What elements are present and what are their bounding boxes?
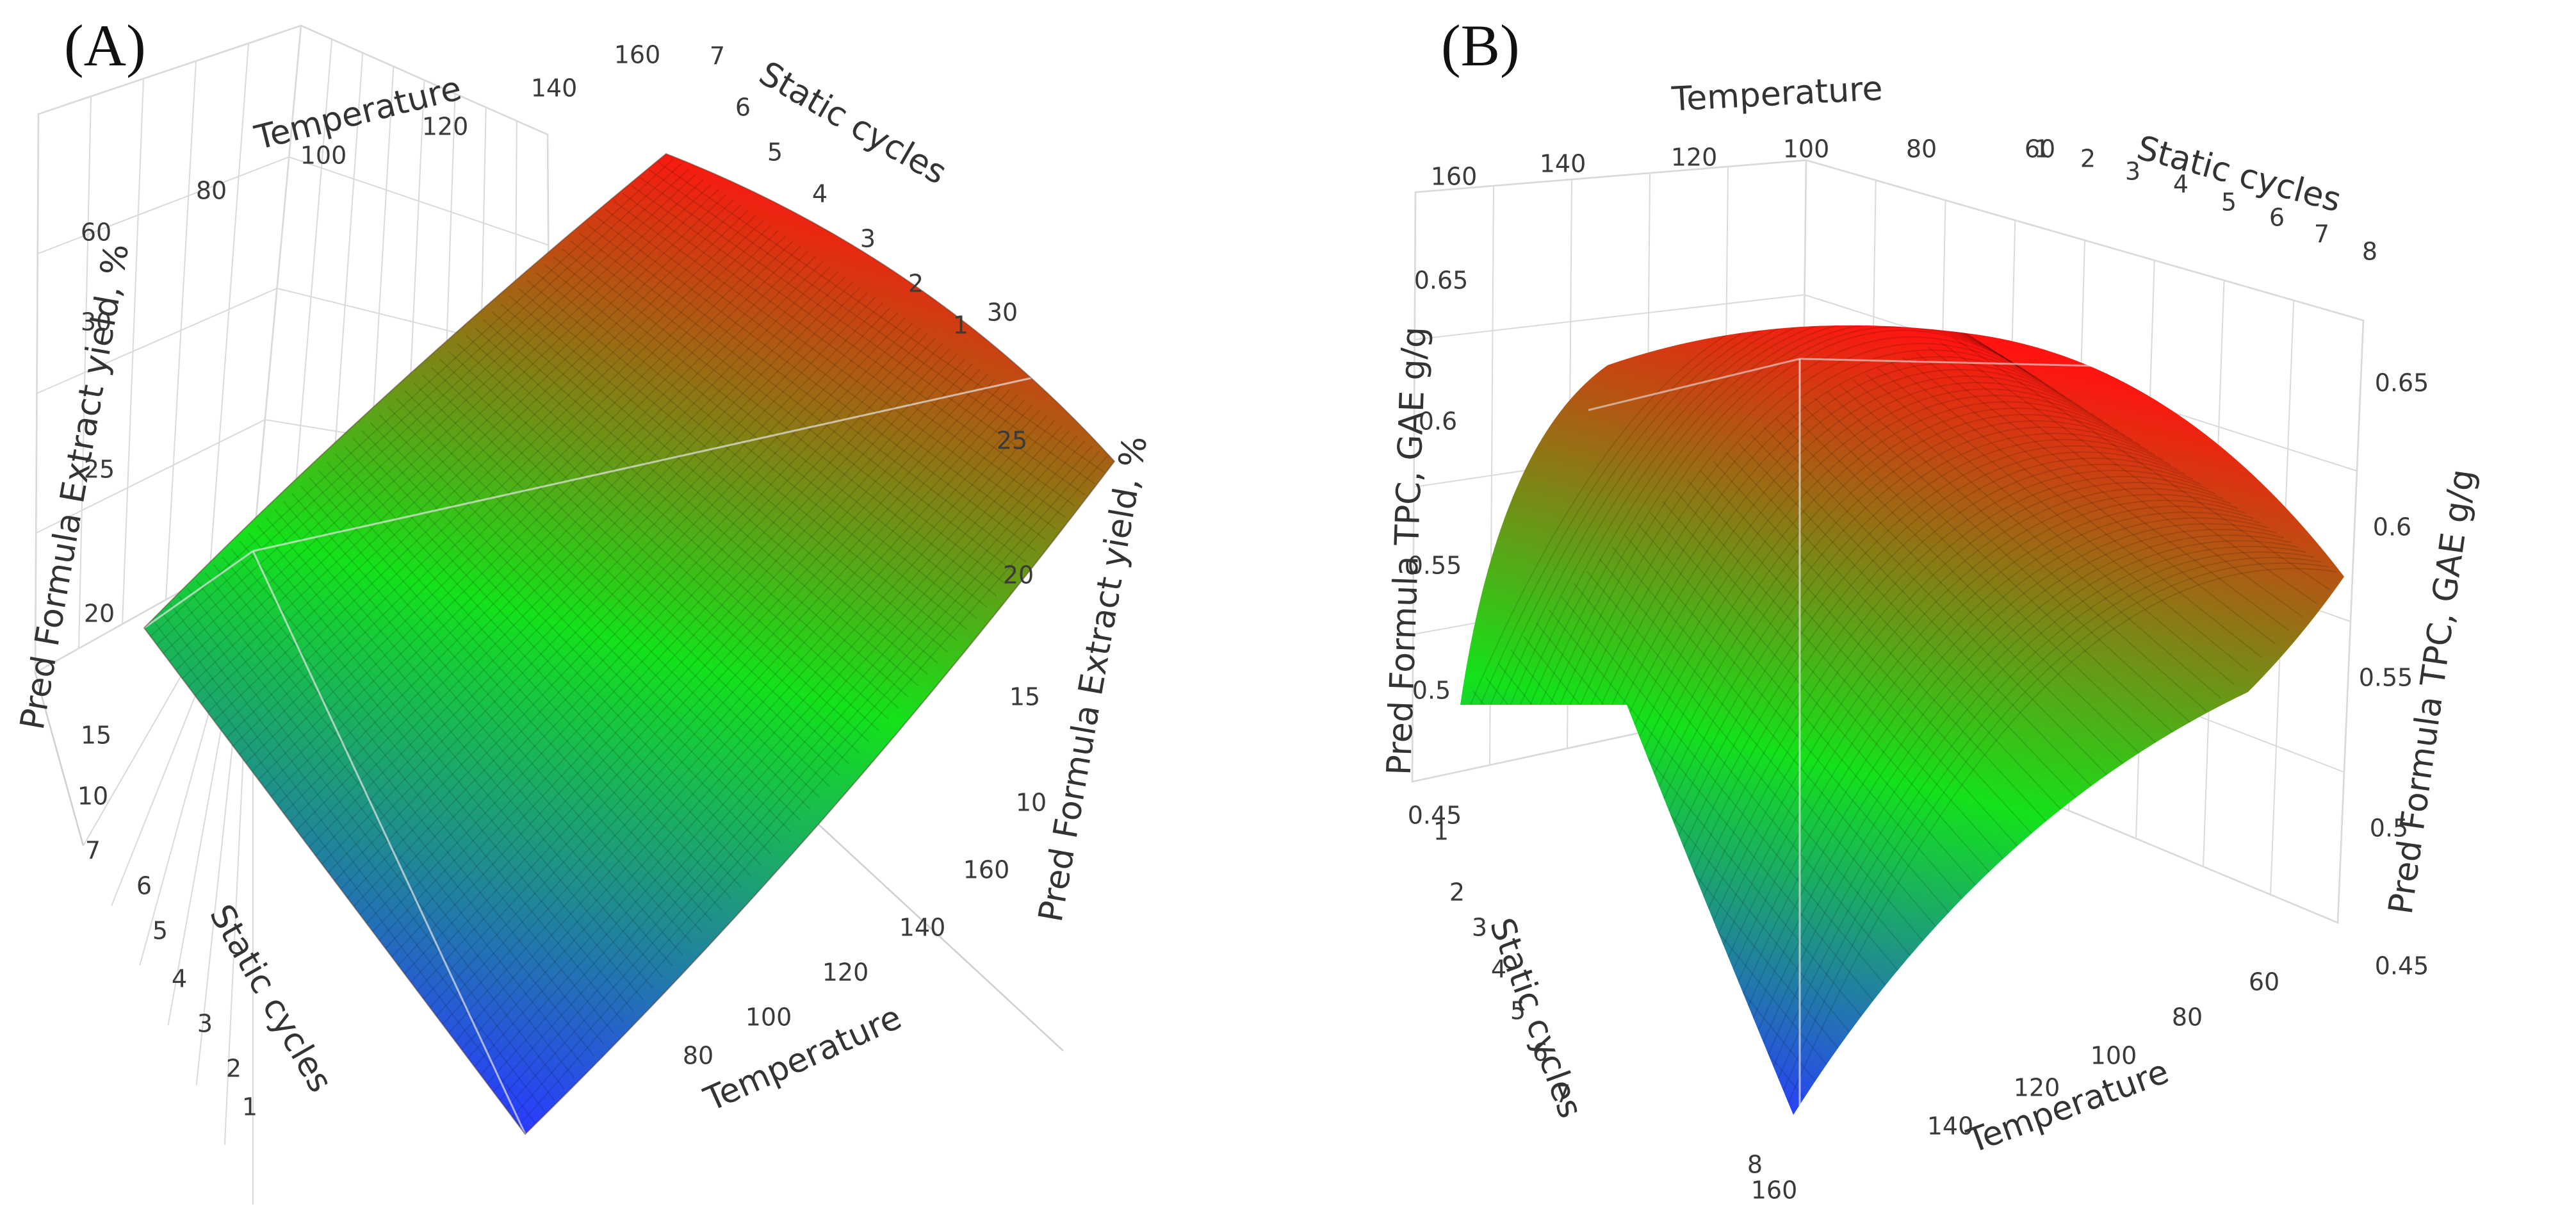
tick-cycles-bottom: 2 <box>226 1055 241 1083</box>
tick-cycles-top: 8 <box>2362 238 2377 266</box>
tick-temp-bottom: 160 <box>1751 1176 1798 1205</box>
tick-cycles-bottom: 4 <box>1491 955 1506 984</box>
tick-cycles-top: 4 <box>2173 170 2189 199</box>
tick-temp-top: 60 <box>2025 135 2055 163</box>
tick-z-left: 0.65 <box>1414 267 1469 295</box>
tick-cycles-top: 3 <box>860 225 876 253</box>
tick-z-right: 30 <box>987 299 1018 327</box>
tick-cycles-top: 6 <box>735 94 751 122</box>
tick-temp-bottom: 100 <box>2091 1042 2137 1070</box>
tick-cycles-bottom: 1 <box>1433 818 1449 846</box>
tick-cycles-bottom: 5 <box>1510 997 1526 1025</box>
tick-cycles-bottom: 4 <box>172 965 187 993</box>
tick-cycles-bottom: 3 <box>1472 914 1487 942</box>
axis-title-z-left: Pred Formula TPC, GAE g/g <box>1380 326 1434 776</box>
axis-title-temp-top: Temperature <box>250 69 465 158</box>
tick-temp-top: 80 <box>196 177 227 205</box>
axis-title-temp-bottom: Temperature <box>698 998 907 1119</box>
axis-title-cycles-top: Static cycles <box>2133 129 2345 220</box>
tick-z-left: 20 <box>84 600 115 628</box>
tick-cycles-bottom: 1 <box>242 1093 257 1121</box>
panel-label-b: (B) <box>1441 13 1520 78</box>
tick-cycles-bottom: 8 <box>1747 1151 1763 1179</box>
axis-title-cycles-bottom: Static cycles <box>1482 913 1590 1123</box>
tick-cycles-bottom: 7 <box>1555 1080 1570 1108</box>
tick-temp-bottom: 120 <box>822 959 869 987</box>
tick-z-left: 0.55 <box>1408 552 1462 580</box>
tick-cycles-top: 1 <box>953 311 968 340</box>
tick-cycles-top: 2 <box>2080 145 2096 173</box>
surface-a <box>143 152 1116 1135</box>
tick-z-left: 15 <box>81 721 111 750</box>
tick-z-left: 0.6 <box>1419 408 1457 436</box>
tick-cycles-top: 4 <box>812 180 827 208</box>
tick-z-right: 10 <box>1016 789 1047 817</box>
tick-cycles-top: 1 <box>2034 135 2050 163</box>
tick-temp-bottom: 120 <box>2014 1074 2060 1102</box>
tick-z-right: 20 <box>1003 561 1034 589</box>
tick-z-left: 30 <box>81 308 111 336</box>
chart-panel-a: (A) 60 80 100 120 140 160 7 6 5 4 3 2 1 10 15 20 25 30 10 1… <box>0 0 1287 1211</box>
tick-z-left: 0.5 <box>1412 677 1451 705</box>
tick-z-right: 15 <box>1009 683 1040 711</box>
tick-cycles-bottom: 6 <box>1533 1039 1548 1067</box>
tick-z-right: 0.6 <box>2373 513 2411 541</box>
tick-temp-bottom: 140 <box>1927 1112 1974 1141</box>
tick-temp-top: 140 <box>1540 150 1586 178</box>
surface-b <box>1460 325 2344 1115</box>
tick-z-left: 10 <box>77 782 108 811</box>
tick-z-right: 0.5 <box>2370 814 2408 843</box>
tick-temp-top: 160 <box>1431 163 1478 191</box>
tick-temp-bottom: 100 <box>746 1003 792 1032</box>
tick-temp-top: 140 <box>531 74 578 103</box>
panel-label-a: (A) <box>64 13 146 78</box>
tick-temp-bottom: 140 <box>899 914 946 942</box>
tick-z-right: 0.45 <box>2375 952 2429 980</box>
ticks-b: 160 140 120 100 80 601 2 3 456780.450.50.550.60.… <box>1408 135 2429 1205</box>
tick-temp-bottom: 80 <box>2172 1003 2203 1032</box>
tick-z-left: 25 <box>84 456 115 484</box>
axis-title-z-left: Pred Formula Extract yield, % <box>13 241 137 733</box>
tick-cycles-top: 5 <box>2221 188 2237 217</box>
tick-cycles-top: 3 <box>2125 158 2140 186</box>
axis-title-cycles-bottom: Static cycles <box>202 898 339 1099</box>
tick-temp-top: 120 <box>1671 144 1718 172</box>
tick-cycles-bottom: 5 <box>152 917 168 945</box>
tick-cycles-top: 6 <box>2269 204 2285 232</box>
tick-z-left: 0.45 <box>1408 802 1462 830</box>
tick-temp-top: 100 <box>300 142 347 170</box>
tick-temp-top: 160 <box>614 41 661 69</box>
tick-z-right: 0.65 <box>2375 369 2429 397</box>
surface-plot-b[interactable]: 160 140 120 100 80 601 2 3 456780.450.50.550.60.… <box>1287 0 2576 1211</box>
tick-cycles-bottom: 2 <box>1449 878 1465 907</box>
tick-z-right: 0.55 <box>2359 664 2413 692</box>
tick-cycles-top: 5 <box>767 138 783 167</box>
tick-temp-bottom: 60 <box>2249 968 2279 996</box>
tick-z-right: 25 <box>997 427 1027 455</box>
chart-panel-b: (B) 160 140 120 100 80 60 1 2 3 4 5 6 7 8 0.45 0.5 0.55 0… <box>1287 0 2576 1211</box>
tick-temp-bottom: 80 <box>683 1042 713 1070</box>
tick-temp-top: 80 <box>1906 135 1937 163</box>
tick-temp-top: 60 <box>81 218 111 247</box>
tick-temp-top: 120 <box>422 113 469 141</box>
tick-cycles-bottom: 6 <box>136 872 152 900</box>
tick-cycles-top: 7 <box>2314 220 2329 249</box>
axis-title-temp-bottom: Temperature <box>1962 1053 2174 1161</box>
axis-title-cycles-top: Static cycles <box>753 54 953 192</box>
tick-cycles-top: 7 <box>710 42 725 70</box>
axis-title-temp-top: Temperature <box>1670 69 1884 119</box>
tick-temp-bottom: 160 <box>963 856 1010 884</box>
tick-cycles-top: 2 <box>908 270 924 298</box>
tick-cycles-bottom: 3 <box>197 1010 213 1038</box>
tick-cycles-bottom: 7 <box>85 837 101 865</box>
tick-temp-top: 100 <box>1783 135 1830 163</box>
